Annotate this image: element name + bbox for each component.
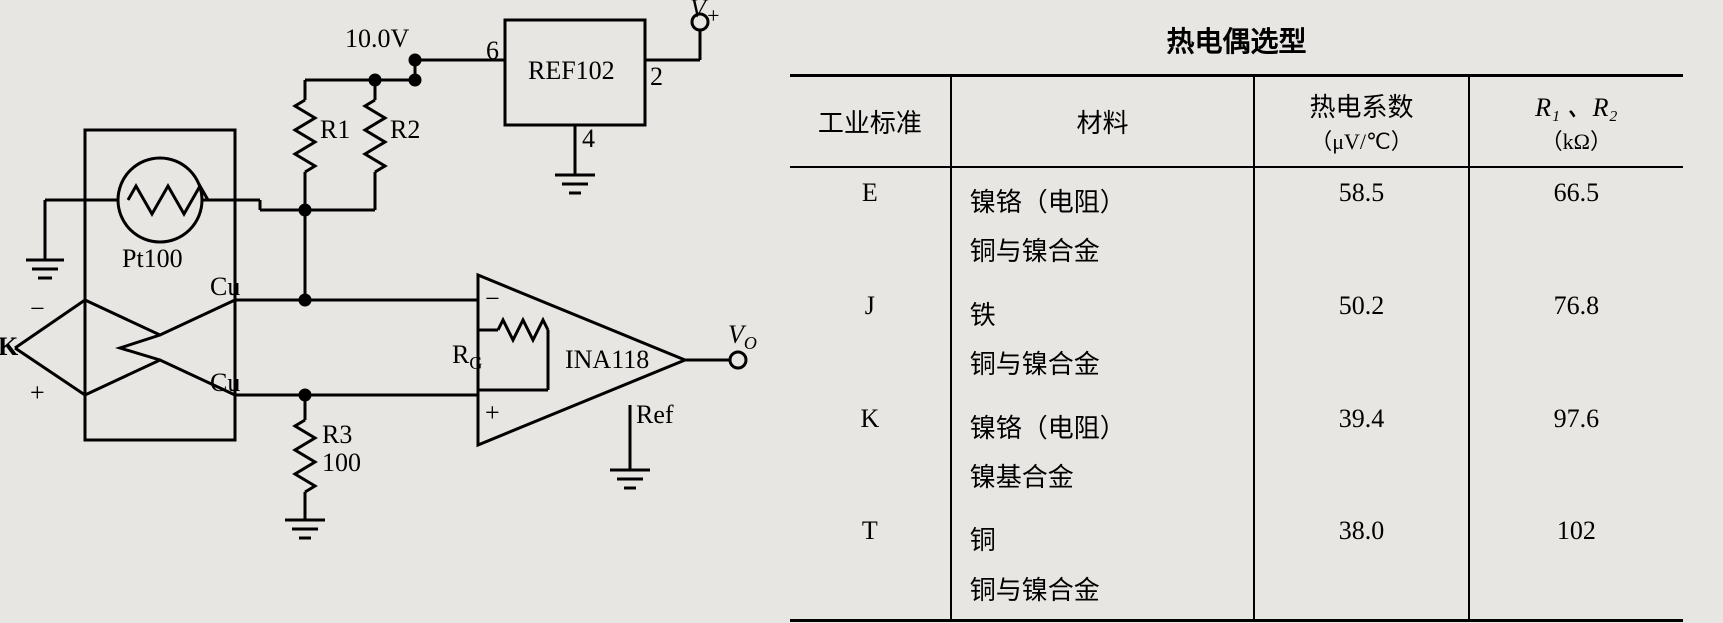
label-pin2: 2	[650, 62, 663, 92]
thermocouple-table-area: 热电偶选型 工业标准 材料 热电系数 （μV/℃） R₁ 、R₂ （kΩ）	[770, 0, 1723, 623]
cell-material: 镍铬（电阻） 铜与镍合金	[951, 167, 1255, 281]
table-row: J 铁 铜与镍合金 50.2 76.8	[790, 281, 1683, 394]
cell-std: K	[790, 394, 951, 507]
label-vplus: V+	[690, 0, 721, 29]
cell-coeff: 38.0	[1254, 506, 1468, 620]
label-ina118: INA118	[565, 345, 649, 375]
label-10v: 10.0V	[345, 24, 409, 54]
label-cu-top: Cu	[210, 272, 240, 302]
cell-std: T	[790, 506, 951, 620]
label-rg: RG	[452, 340, 482, 374]
table-header-row: 工业标准 材料 热电系数 （μV/℃） R₁ 、R₂ （kΩ）	[790, 76, 1683, 168]
cell-coeff: 50.2	[1254, 281, 1468, 394]
label-ref102: REF102	[528, 56, 615, 86]
th-r: R₁ 、R₂ （kΩ）	[1469, 76, 1683, 168]
table-title: 热电偶选型	[790, 20, 1683, 60]
cell-std: E	[790, 167, 951, 281]
label-r3: R3	[322, 420, 352, 450]
thermocouple-table: 工业标准 材料 热电系数 （μV/℃） R₁ 、R₂ （kΩ） E	[790, 74, 1683, 622]
cell-std: J	[790, 281, 951, 394]
label-vo: VO	[728, 320, 757, 354]
label-k: K	[0, 332, 18, 362]
label-r1: R1	[320, 115, 350, 145]
cell-material: 镍铬（电阻） 镍基合金	[951, 394, 1255, 507]
th-material: 材料	[951, 76, 1255, 168]
cell-r: 76.8	[1469, 281, 1683, 394]
th-std: 工业标准	[790, 76, 951, 168]
label-pin6: 6	[486, 36, 499, 66]
label-pin4: 4	[582, 124, 595, 154]
cell-r: 66.5	[1469, 167, 1683, 281]
label-amp-minus: −	[485, 284, 500, 314]
cell-coeff: 58.5	[1254, 167, 1468, 281]
table-row: E 镍铬（电阻） 铜与镍合金 58.5 66.5	[790, 167, 1683, 281]
cell-coeff: 39.4	[1254, 394, 1468, 507]
label-r2: R2	[390, 115, 420, 145]
circuit-diagram: 10.0V 6 REF102 2 4 V+ R1 R2 R3 100 RG IN…	[0, 0, 770, 623]
cell-r: 97.6	[1469, 394, 1683, 507]
cell-material: 铜 铜与镍合金	[951, 506, 1255, 620]
circuit-svg	[0, 0, 770, 623]
cell-material: 铁 铜与镍合金	[951, 281, 1255, 394]
th-coeff: 热电系数 （μV/℃）	[1254, 76, 1468, 168]
cell-r: 102	[1469, 506, 1683, 620]
table-row: K 镍铬（电阻） 镍基合金 39.4 97.6	[790, 394, 1683, 507]
label-minus: −	[30, 294, 45, 324]
label-ref: Ref	[636, 400, 674, 430]
label-cu-bot: Cu	[210, 368, 240, 398]
label-r3-value: 100	[322, 448, 361, 478]
table-row: T 铜 铜与镍合金 38.0 102	[790, 506, 1683, 620]
label-pt100: Pt100	[122, 244, 183, 274]
label-plus: +	[30, 378, 45, 408]
label-amp-plus: +	[485, 398, 500, 428]
